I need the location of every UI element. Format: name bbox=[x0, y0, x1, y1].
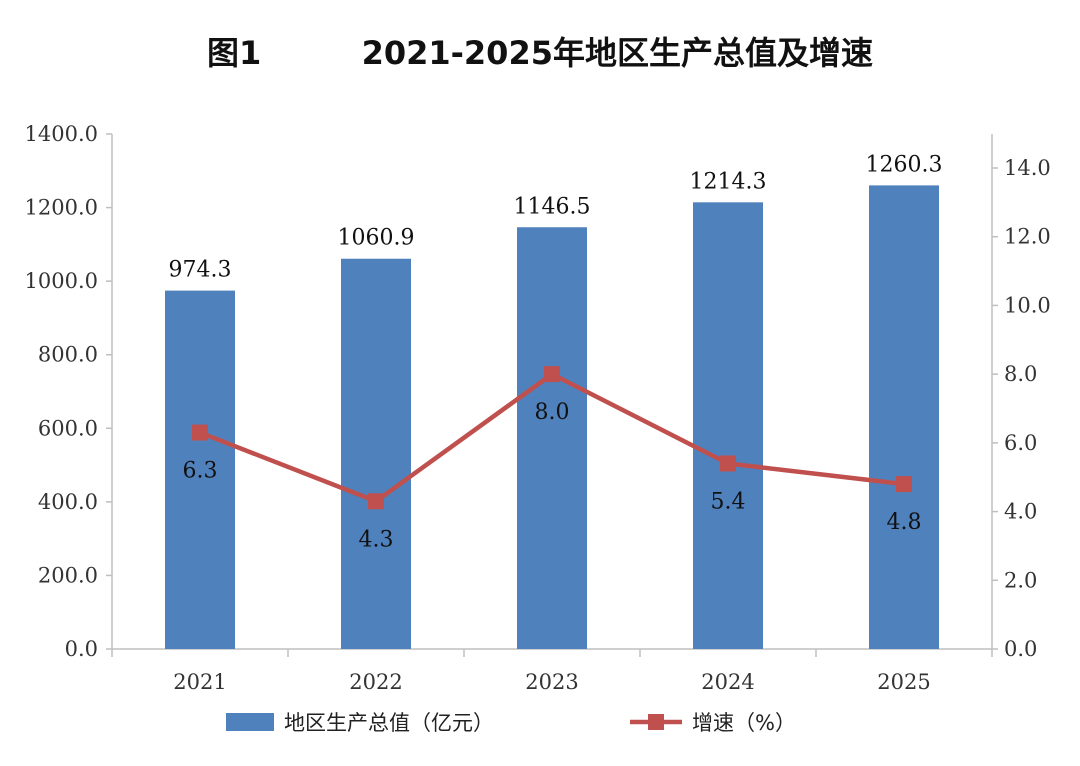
right-tick-label: 8.0 bbox=[1004, 362, 1037, 386]
bar-value-label: 1260.3 bbox=[866, 152, 943, 177]
x-tick-label: 2021 bbox=[173, 670, 226, 694]
x-tick-label: 2023 bbox=[525, 670, 578, 694]
legend-line-label: 增速（%） bbox=[692, 711, 796, 735]
right-tick-label: 4.0 bbox=[1004, 500, 1037, 524]
legend-bar-label: 地区生产总值（亿元） bbox=[284, 711, 494, 735]
bar-value-label: 1214.3 bbox=[690, 169, 767, 194]
x-tick-label: 2025 bbox=[877, 670, 930, 694]
bar bbox=[165, 290, 235, 649]
right-tick-label: 2.0 bbox=[1004, 568, 1037, 592]
growth-marker bbox=[544, 366, 560, 383]
growth-marker bbox=[896, 476, 912, 493]
right-tick-label: 6.0 bbox=[1004, 431, 1037, 455]
figure-number: 图1 bbox=[207, 34, 262, 72]
growth-value-label: 4.3 bbox=[359, 527, 394, 552]
growth-marker bbox=[368, 493, 384, 510]
left-tick-label: 600.0 bbox=[38, 416, 98, 440]
bar-value-label: 1060.9 bbox=[338, 226, 415, 251]
bar bbox=[341, 258, 411, 649]
chart-title: 图1 2021-2025年地区生产总值及增速 bbox=[0, 28, 1080, 74]
bar bbox=[693, 202, 763, 649]
bar bbox=[869, 185, 939, 649]
right-tick-label: 12.0 bbox=[1004, 225, 1051, 249]
right-tick-label: 0.0 bbox=[1004, 637, 1037, 661]
left-tick-label: 400.0 bbox=[38, 490, 98, 514]
right-tick-label: 10.0 bbox=[1004, 293, 1051, 317]
bar-value-label: 974.3 bbox=[169, 258, 232, 283]
x-tick-label: 2022 bbox=[349, 670, 402, 694]
bar-value-label: 1146.5 bbox=[514, 194, 591, 219]
x-tick-label: 2024 bbox=[701, 670, 754, 694]
left-tick-label: 800.0 bbox=[38, 343, 98, 367]
growth-value-label: 8.0 bbox=[535, 400, 570, 425]
right-tick-label: 14.0 bbox=[1004, 156, 1051, 180]
growth-value-label: 6.3 bbox=[183, 459, 218, 484]
left-tick-label: 200.0 bbox=[38, 563, 98, 587]
growth-value-label: 5.4 bbox=[711, 489, 746, 514]
left-tick-label: 1000.0 bbox=[25, 269, 98, 293]
title-text: 2021-2025年地区生产总值及增速 bbox=[361, 34, 873, 72]
growth-marker bbox=[192, 424, 208, 441]
legend-line-marker bbox=[648, 714, 664, 730]
legend-bar-swatch bbox=[226, 713, 274, 731]
growth-value-label: 4.8 bbox=[887, 510, 922, 535]
left-tick-label: 1200.0 bbox=[25, 196, 98, 220]
growth-marker bbox=[720, 455, 736, 472]
bar bbox=[517, 227, 587, 650]
left-tick-label: 1400.0 bbox=[25, 122, 98, 146]
left-tick-label: 0.0 bbox=[65, 637, 98, 661]
